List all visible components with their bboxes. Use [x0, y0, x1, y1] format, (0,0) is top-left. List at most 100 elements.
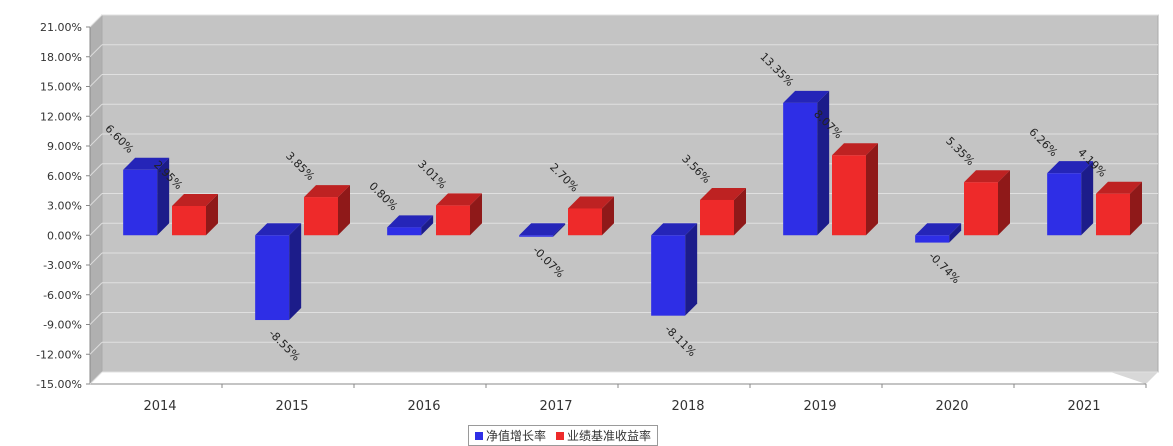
- bar-top: [519, 223, 566, 236]
- bar-front: [123, 169, 158, 236]
- bar-front: [436, 205, 470, 236]
- bar-top: [651, 223, 698, 236]
- bar-benchmark-2017: [568, 196, 614, 236]
- bar-top: [172, 193, 218, 206]
- y-tick-label: 21.00%: [40, 21, 82, 34]
- bar-top: [700, 187, 746, 200]
- bar-side: [602, 196, 614, 236]
- bar-side: [866, 143, 878, 236]
- bar-side: [157, 157, 170, 236]
- bar-front: [1096, 193, 1130, 236]
- bar-side: [553, 223, 566, 237]
- bar-side: [817, 90, 830, 236]
- bar-nav-growth-2014: [123, 157, 170, 236]
- y-tick-label: -6.00%: [43, 289, 82, 302]
- grid-line-side: [89, 14, 103, 28]
- x-tick-label: 2016: [407, 399, 440, 414]
- bar-front: [255, 235, 290, 321]
- x-tick-label: 2018: [671, 399, 704, 414]
- y-tick-label: -15.00%: [36, 378, 82, 391]
- bar-top: [964, 170, 1010, 183]
- legend-item-series-2: 业绩基准收益率: [556, 427, 651, 444]
- bar-front: [172, 205, 206, 236]
- bar-front: [700, 199, 734, 236]
- bar-top: [915, 223, 962, 236]
- bar-front: [964, 182, 998, 236]
- y-tick-label: 12.00%: [40, 110, 82, 123]
- x-tick-label: 2020: [935, 399, 968, 414]
- bar-side: [206, 193, 218, 236]
- bar-side: [998, 170, 1010, 236]
- bar-top: [832, 143, 878, 156]
- bar-chart: 21.00% 18.00% 15.00% 12.00% 9.00% 6.00% 3.00% 0…: [36, 14, 1159, 414]
- grid-line-side: [89, 282, 103, 296]
- bar-benchmark-2016: [436, 193, 482, 236]
- bar-side: [949, 223, 962, 243]
- bar-top: [304, 185, 350, 198]
- bar-benchmark-2019: [832, 143, 878, 236]
- bar-side: [1081, 161, 1094, 236]
- y-tick-label: 15.00%: [40, 81, 82, 94]
- grid-lines: [89, 14, 1158, 385]
- bar-top: [1047, 161, 1094, 174]
- grid-line-side: [89, 193, 103, 206]
- x-axis: 2014 2015 2016 2017 2018 2019 2020 2021: [143, 384, 1147, 414]
- bar-nav-growth-2016: [387, 215, 434, 236]
- legend-label: 业绩基准收益率: [567, 429, 652, 443]
- bar-top: [568, 196, 614, 209]
- grid-line-side: [89, 44, 103, 58]
- grid-line-side: [89, 163, 103, 177]
- bar-front: [832, 155, 866, 236]
- bar-top: [783, 90, 830, 103]
- bar-top: [123, 157, 170, 170]
- bar-benchmark-2015: [304, 185, 350, 236]
- grid-line-side: [89, 341, 103, 355]
- legend: 净值增长率 业绩基准收益率: [468, 425, 659, 446]
- bar-benchmark-2021: [1096, 181, 1142, 236]
- grid-line-side: [89, 103, 103, 117]
- bar-benchmark-2014: [172, 193, 218, 236]
- bar-nav-growth-2017: [519, 223, 566, 237]
- bar-side: [470, 193, 482, 236]
- legend-swatch: [475, 431, 483, 440]
- bar-side: [685, 223, 698, 316]
- grid-line-side: [89, 371, 103, 385]
- bar-nav-growth-2020: [915, 223, 962, 243]
- bar-side: [289, 223, 302, 321]
- legend-swatch: [556, 431, 565, 440]
- grid-line-side: [89, 252, 103, 266]
- bar-top: [387, 215, 434, 228]
- bar-side: [734, 187, 746, 236]
- bar-front: [1047, 173, 1082, 236]
- bars: [123, 90, 1142, 321]
- grid-line-side: [89, 133, 103, 147]
- grid-line-side: [89, 312, 103, 325]
- bar-front: [651, 235, 686, 316]
- bar-nav-growth-2021: [1047, 161, 1094, 236]
- y-tick-label: -12.00%: [36, 348, 82, 361]
- y-tick-label: -3.00%: [43, 259, 82, 272]
- x-tick-label: 2019: [803, 399, 836, 414]
- y-tick-label: 9.00%: [47, 140, 82, 153]
- bar-front: [568, 208, 602, 236]
- bar-top: [436, 193, 482, 206]
- bar-front: [783, 102, 818, 236]
- y-tick-label: -9.00%: [43, 319, 82, 332]
- y-tick-label: 6.00%: [47, 170, 82, 183]
- x-tick-label: 2021: [1067, 399, 1100, 414]
- y-tick-label: 3.00%: [47, 200, 82, 213]
- y-axis: 21.00% 18.00% 15.00% 12.00% 9.00% 6.00% 3.00% 0…: [36, 21, 90, 391]
- y-tick-label: 18.00%: [40, 51, 82, 64]
- bar-top: [1096, 181, 1142, 194]
- grid-line-side: [89, 222, 103, 236]
- bar-nav-growth-2015: [255, 223, 302, 321]
- bar-benchmark-2018: [700, 187, 746, 236]
- bar-side: [338, 185, 350, 236]
- bar-front: [304, 197, 338, 236]
- bar-side: [1130, 181, 1142, 236]
- legend-label: 净值增长率: [486, 429, 547, 443]
- bar-side: [421, 215, 434, 236]
- bar-front: [387, 227, 422, 236]
- bar-nav-growth-2019: [783, 90, 830, 236]
